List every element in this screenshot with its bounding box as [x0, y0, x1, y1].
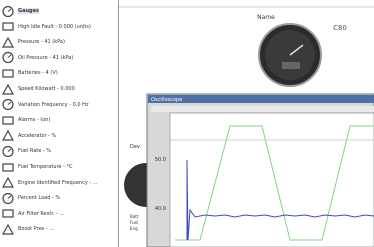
- y-tick-label: 40.0: [155, 206, 166, 212]
- gauge-code: C80: [333, 24, 347, 32]
- second-gauge-label: Eng: [130, 226, 138, 231]
- window-title: Oscilloscope: [151, 97, 182, 103]
- display-area: Name C80 Dev Batt Fuel Eng Oscilloscope …: [0, 0, 374, 247]
- second-gauge-label: Batt: [130, 214, 139, 219]
- toolbar: [151, 106, 374, 112]
- gauge-title: Name: [257, 14, 275, 21]
- plot-area: [170, 113, 374, 247]
- second-gauge-label: Fuel: [130, 220, 138, 225]
- gauge-lcd: [282, 62, 300, 69]
- screen: GaugesHigh Idle Fault - 0.000 (units)Pre…: [0, 0, 374, 247]
- second-gauge-title: Dev: [130, 144, 140, 150]
- y-tick-label: 50.0: [155, 157, 166, 163]
